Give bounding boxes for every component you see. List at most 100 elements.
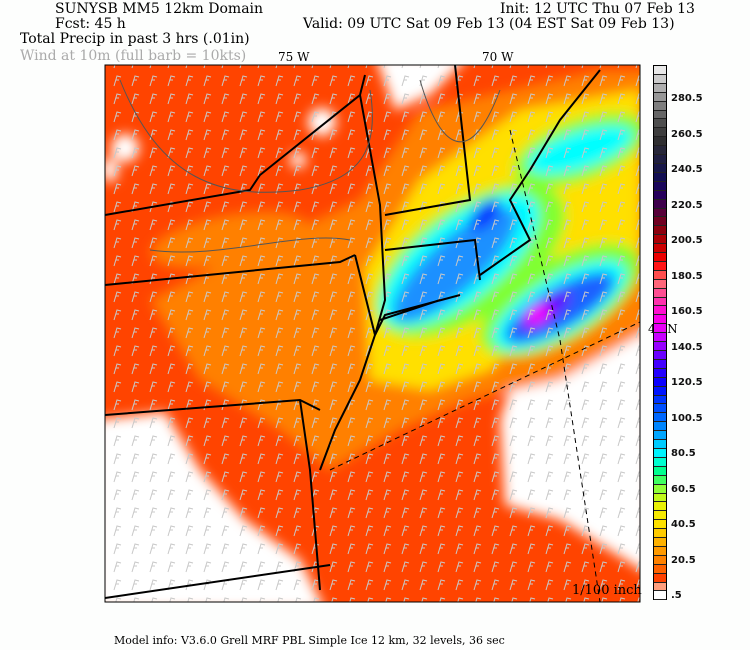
colorbar-swatch	[654, 235, 666, 245]
lon-label-75w: 75 W	[278, 50, 310, 64]
colorbar-label: 80.5	[671, 448, 696, 459]
map-frame	[104, 64, 641, 603]
colorbar-label: 20.5	[671, 554, 696, 566]
colorbar-label: 200.5	[671, 235, 703, 246]
colorbar-swatch	[654, 119, 666, 129]
colorbar-label: .5	[671, 590, 682, 601]
colorbar-swatch	[654, 137, 666, 147]
colorbar-swatch	[654, 306, 666, 316]
colorbar-swatch	[654, 288, 666, 298]
colorbar-swatch	[654, 324, 666, 334]
new-england-coastline	[479, 69, 601, 276]
colorbar-swatch	[654, 253, 666, 262]
lon-label-70w: 70 W	[482, 50, 514, 64]
mid-atlantic-coastline	[319, 254, 377, 471]
colorbar-swatch	[654, 413, 666, 423]
colorbar-swatch	[654, 448, 666, 458]
colorbar-swatch	[654, 83, 666, 93]
colorbar-label: 220.5	[671, 199, 703, 211]
colorbar-swatch	[654, 333, 666, 343]
colorbar-swatch	[654, 92, 666, 102]
colorbar-swatch	[654, 529, 666, 539]
init-time: Init: 12 UTC Thu 07 Feb 13	[500, 1, 695, 17]
grid-lines	[329, 129, 640, 602]
colorbar-label: 40.5	[671, 519, 696, 530]
colorbar-swatch	[654, 101, 666, 111]
colorbar-swatch	[654, 555, 666, 565]
colorbar-swatch	[654, 440, 666, 449]
colorbar-swatch	[654, 359, 666, 369]
colorbar-swatch	[654, 493, 666, 503]
colorbar-swatch	[654, 315, 666, 325]
colorbar-label: 100.5	[671, 412, 703, 424]
colorbar-swatch	[654, 110, 666, 120]
model-title: SUNYSB MM5 12km Domain	[55, 1, 264, 17]
wind-barbs	[105, 65, 640, 602]
state-border	[384, 65, 472, 216]
field-title: Total Precip in past 3 hrs (.01in)	[20, 31, 250, 47]
colorbar-swatch	[654, 431, 666, 441]
precip-field	[105, 65, 640, 602]
colorbar-swatch	[654, 128, 666, 138]
state-border	[299, 399, 321, 591]
colorbar-swatch	[654, 146, 666, 156]
forecast-hour: Fcst: 45 h	[55, 16, 126, 32]
colorbar-label: 160.5	[671, 306, 703, 317]
colorbar-label: 280.5	[671, 93, 703, 104]
pressure-contour	[419, 79, 501, 143]
colorbar-swatch	[654, 377, 666, 387]
units-label: 1/100 inch	[572, 583, 642, 598]
colorbar-swatch	[654, 475, 666, 485]
colorbar-swatch	[654, 395, 666, 405]
pressure-contour	[119, 79, 373, 193]
colorbar-swatch	[654, 172, 666, 182]
colorbar-swatch	[654, 190, 666, 200]
colorbar-label: 180.5	[671, 270, 703, 282]
colorbar-swatch	[654, 217, 666, 227]
colorbar-swatch	[654, 591, 666, 601]
model-info: Model info: V3.6.0 Grell MRF PBL Simple …	[114, 634, 505, 647]
latitude-line	[329, 321, 640, 471]
colorbar-swatch	[654, 368, 666, 378]
colorbar-label: 140.5	[671, 341, 703, 353]
colorbar-swatch	[654, 582, 666, 592]
colorbar-swatch	[654, 270, 666, 280]
colorbar-swatch	[654, 564, 666, 574]
colorbar-swatch	[654, 181, 666, 191]
colorbar-label: 240.5	[671, 164, 703, 175]
colorbar-swatch	[654, 351, 666, 360]
colorbar-swatch	[654, 484, 666, 494]
colorbar-swatch	[654, 546, 666, 556]
colorbar-swatch	[654, 520, 666, 530]
colorbar-swatch	[654, 155, 666, 164]
state-borders	[105, 65, 601, 599]
long-island-coastline	[374, 294, 461, 336]
colorbar-swatch	[654, 511, 666, 521]
pressure-contour	[149, 237, 351, 253]
colorbar-swatch	[654, 342, 666, 351]
colorbar-swatch	[654, 226, 666, 236]
colorbar-swatch	[654, 297, 666, 307]
state-border	[105, 74, 366, 216]
colorbar-swatch	[654, 279, 666, 289]
colorbar-swatch	[654, 386, 666, 396]
colorbar-swatch	[654, 208, 666, 218]
colorbar-swatch	[654, 502, 666, 512]
state-border	[105, 564, 331, 599]
colorbar-swatch	[654, 573, 666, 583]
colorbar-swatch	[654, 457, 666, 467]
colorbar-swatch	[654, 199, 666, 209]
colorbar-label: 60.5	[671, 483, 696, 495]
state-border	[384, 238, 481, 281]
valid-time: Valid: 09 UTC Sat 09 Feb 13 (04 EST Sat …	[303, 16, 675, 32]
colorbar-swatch	[654, 74, 666, 84]
state-border	[359, 94, 387, 336]
colorbar-swatch	[654, 261, 666, 271]
colorbar-swatch	[654, 404, 666, 414]
pressure-contours	[119, 79, 501, 253]
colorbar-swatch	[654, 244, 666, 254]
colorbar	[653, 65, 667, 601]
colorbar-label: 120.5	[671, 377, 703, 388]
colorbar-swatch	[654, 422, 666, 432]
colorbar-swatch	[654, 466, 666, 476]
